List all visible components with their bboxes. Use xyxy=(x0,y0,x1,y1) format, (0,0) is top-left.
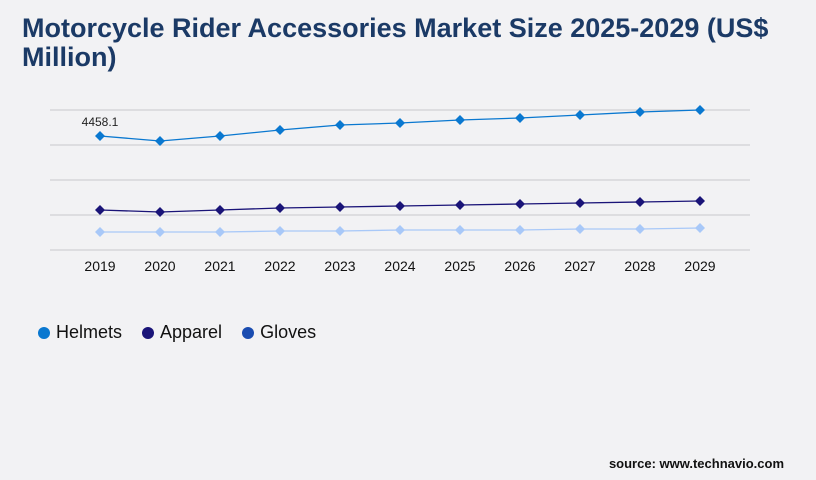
legend: Helmets Apparel Gloves xyxy=(38,322,316,343)
data-point xyxy=(275,202,285,213)
data-label: 4458.1 xyxy=(82,115,119,129)
data-point xyxy=(515,225,525,236)
data-point xyxy=(275,124,285,135)
legend-item-gloves[interactable]: Gloves xyxy=(242,322,316,343)
data-point xyxy=(335,201,345,212)
data-point xyxy=(395,200,405,211)
x-tick-label: 2025 xyxy=(444,258,475,274)
chart-title: Motorcycle Rider Accessories Market Size… xyxy=(22,13,769,72)
legend-marker xyxy=(242,326,255,339)
x-tick-label: 2029 xyxy=(684,258,715,274)
data-point xyxy=(635,106,645,117)
legend-item-helmets[interactable]: Helmets xyxy=(38,322,122,343)
data-point xyxy=(395,225,405,236)
legend-label: Apparel xyxy=(160,322,223,342)
data-point xyxy=(575,224,585,235)
data-point xyxy=(575,109,585,120)
x-tick-label: 2023 xyxy=(324,258,355,274)
data-point xyxy=(635,224,645,235)
x-tick-label: 2019 xyxy=(84,258,115,274)
x-tick-label: 2028 xyxy=(624,258,655,274)
data-point xyxy=(455,225,465,236)
data-point xyxy=(215,131,225,142)
data-point xyxy=(515,113,525,124)
x-tick-label: 2026 xyxy=(504,258,535,274)
data-point xyxy=(455,114,465,125)
legend-marker xyxy=(142,326,155,339)
data-point xyxy=(215,205,225,216)
x-tick-label: 2027 xyxy=(564,258,595,274)
data-point xyxy=(95,131,105,142)
data-point xyxy=(635,197,645,208)
legend-label: Gloves xyxy=(260,322,317,342)
x-tick-label: 2021 xyxy=(204,258,235,274)
data-point xyxy=(95,226,105,237)
data-point xyxy=(155,226,165,237)
data-point xyxy=(695,105,705,115)
data-point xyxy=(155,207,165,218)
legend-item-apparel[interactable]: Apparel xyxy=(142,322,222,343)
source-text: source: www.technavio.com xyxy=(608,456,784,471)
data-point xyxy=(155,135,165,146)
data-point xyxy=(695,223,705,234)
data-point xyxy=(95,205,105,216)
data-point xyxy=(335,226,345,237)
legend-label: Helmets xyxy=(56,322,123,342)
x-tick-label: 2020 xyxy=(144,258,175,274)
x-tick-label: 2024 xyxy=(384,258,415,274)
data-point xyxy=(575,198,585,209)
x-tick-label: 2022 xyxy=(264,258,295,274)
data-point xyxy=(455,199,465,210)
data-point xyxy=(515,198,525,209)
line-chart: 2019 2020 2021 2022 2023 2024 2025 2026 2027 2028… xyxy=(50,105,750,274)
data-point xyxy=(335,119,345,130)
data-point xyxy=(695,196,705,207)
data-point xyxy=(215,226,225,237)
data-point xyxy=(395,117,405,128)
data-point xyxy=(275,226,285,237)
legend-marker xyxy=(38,326,50,339)
